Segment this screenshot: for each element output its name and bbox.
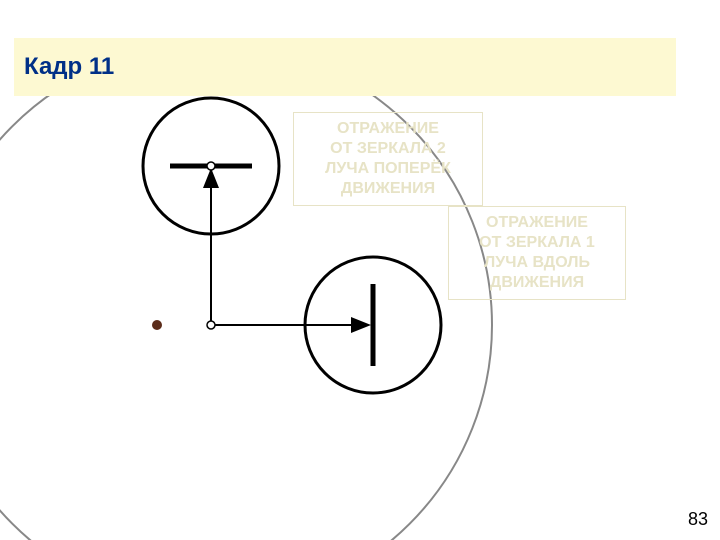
slide-title: Кадр 11 xyxy=(24,53,114,81)
label-mirror-2: ОТРАЖЕНИЕОТ ЗЕРКАЛА 2ЛУЧА ПОПЕРЁКДВИЖЕНИ… xyxy=(293,112,483,206)
label-mirror-1: ОТРАЖЕНИЕОТ ЗЕРКАЛА 1ЛУЧА ВДОЛЬДВИЖЕНИЯ xyxy=(448,206,626,300)
title-bar: Кадр 11 xyxy=(14,38,676,96)
page-number: 83 xyxy=(688,509,708,530)
